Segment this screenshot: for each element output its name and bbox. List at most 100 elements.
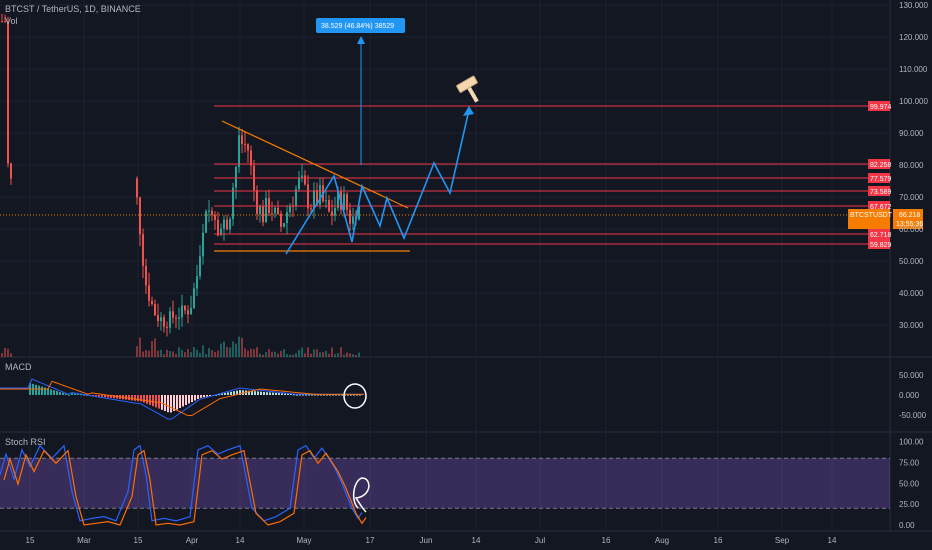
volume-bar (160, 349, 162, 357)
macd-histogram-bar (317, 394, 319, 396)
volume-bar (142, 351, 144, 357)
price-level-label: 99.974 (870, 104, 892, 111)
macd-histogram-bar (347, 394, 349, 396)
candle-body (136, 178, 138, 198)
stoch-tick-label: 25.00 (899, 500, 920, 509)
price-level-tag (868, 101, 890, 111)
price-level-tag (868, 229, 890, 239)
candle-body (7, 21, 9, 164)
candle-body (142, 234, 144, 266)
price-level-label: 82.258 (870, 162, 892, 169)
macd-histogram-bar (329, 394, 331, 396)
macd-histogram-bar (215, 394, 217, 396)
volume-bar (199, 352, 201, 357)
macd-histogram-bar (263, 391, 265, 395)
volume-bar (229, 347, 231, 357)
macd-histogram-bar (77, 393, 79, 395)
macd-histogram-bar (185, 395, 187, 405)
symbol-title: BTCST / TetherUS, 1D, BINANCE (5, 4, 141, 14)
volume-bar (289, 354, 291, 357)
macd-histogram-bar (254, 391, 256, 395)
macd-histogram-bar (188, 395, 190, 404)
candle-body (220, 228, 222, 236)
macd-histogram-bar (356, 394, 358, 396)
stoch-rsi-label[interactable]: Stoch RSI (5, 437, 46, 447)
macd-histogram-bar (149, 395, 151, 405)
candle-body (4, 21, 6, 23)
candle-body (154, 303, 156, 316)
macd-histogram-bar (35, 384, 37, 395)
candles (1, 13, 360, 337)
macd-histogram-bar (314, 394, 316, 396)
candle-body (247, 144, 249, 151)
volume-bar (1, 353, 3, 357)
volume-bar (166, 349, 168, 357)
time-tick-label: 16 (714, 536, 723, 545)
candle-body (265, 198, 267, 223)
volume-bar (220, 343, 222, 357)
macd-histogram-bar (353, 394, 355, 396)
candle-body (1, 21, 3, 22)
volume-bar (235, 343, 237, 357)
time-tick-label: 14 (828, 536, 837, 545)
volume-bar (349, 353, 351, 357)
volume-bar (325, 350, 327, 357)
volume-bar (190, 352, 192, 357)
volume-bar (169, 351, 171, 357)
candle-body (196, 276, 198, 289)
candle-body (334, 207, 336, 216)
candle-body (316, 190, 318, 205)
candle-body (286, 212, 288, 224)
time-tick-label: Apr (186, 536, 199, 545)
macd-histogram-bar (80, 394, 82, 396)
volume-bar (241, 337, 243, 357)
stoch-band (0, 458, 890, 509)
candle-body (211, 210, 213, 215)
macd-histogram-bar (344, 394, 346, 396)
volume-bar (244, 348, 246, 357)
stoch-d-line (3, 449, 367, 526)
macd-histogram-bar (290, 394, 292, 396)
volume-bar (358, 352, 360, 357)
current-price-countdown: 13:55:36 (896, 221, 923, 228)
macd-histogram-bar (332, 394, 334, 396)
volume-bar (259, 353, 261, 357)
candle-body (241, 135, 243, 144)
volume-bar (286, 354, 288, 357)
macd-histogram-bar (134, 395, 136, 401)
candle-body (352, 216, 354, 224)
macd-histogram-bar (203, 395, 205, 398)
macd-histogram-bar (269, 392, 271, 395)
volume-bar (157, 350, 159, 357)
volume-bar (148, 350, 150, 357)
candle-body (262, 206, 264, 223)
candle-body (178, 317, 180, 319)
candle-body (217, 219, 219, 236)
macd-histogram-bar (95, 395, 97, 397)
candle-body (199, 256, 201, 277)
macd-label[interactable]: MACD (5, 362, 32, 372)
volume-bar (175, 353, 177, 357)
volume-bar (10, 353, 12, 357)
candle-body (172, 311, 174, 318)
price-tick-label: 30.000 (899, 321, 924, 330)
time-tick-label: 17 (366, 536, 375, 545)
price-tick-label: 50.000 (899, 257, 924, 266)
volume-bar (283, 349, 285, 357)
candle-body (280, 213, 282, 227)
macd-histogram-bar (44, 387, 46, 395)
volume-bar (172, 351, 174, 357)
macd-histogram-bar (335, 394, 337, 396)
volume-bar (163, 354, 165, 357)
candle-body (277, 207, 279, 214)
volume-bar (298, 349, 300, 357)
candle-body (235, 167, 237, 188)
candle-body (283, 223, 285, 227)
macd-histogram-bar (161, 395, 163, 410)
price-level-label: 73.589 (870, 189, 892, 196)
candle-body (256, 190, 258, 214)
macd-histogram-bar (266, 392, 268, 395)
candle-body (313, 190, 315, 209)
volume-bar (139, 337, 141, 357)
